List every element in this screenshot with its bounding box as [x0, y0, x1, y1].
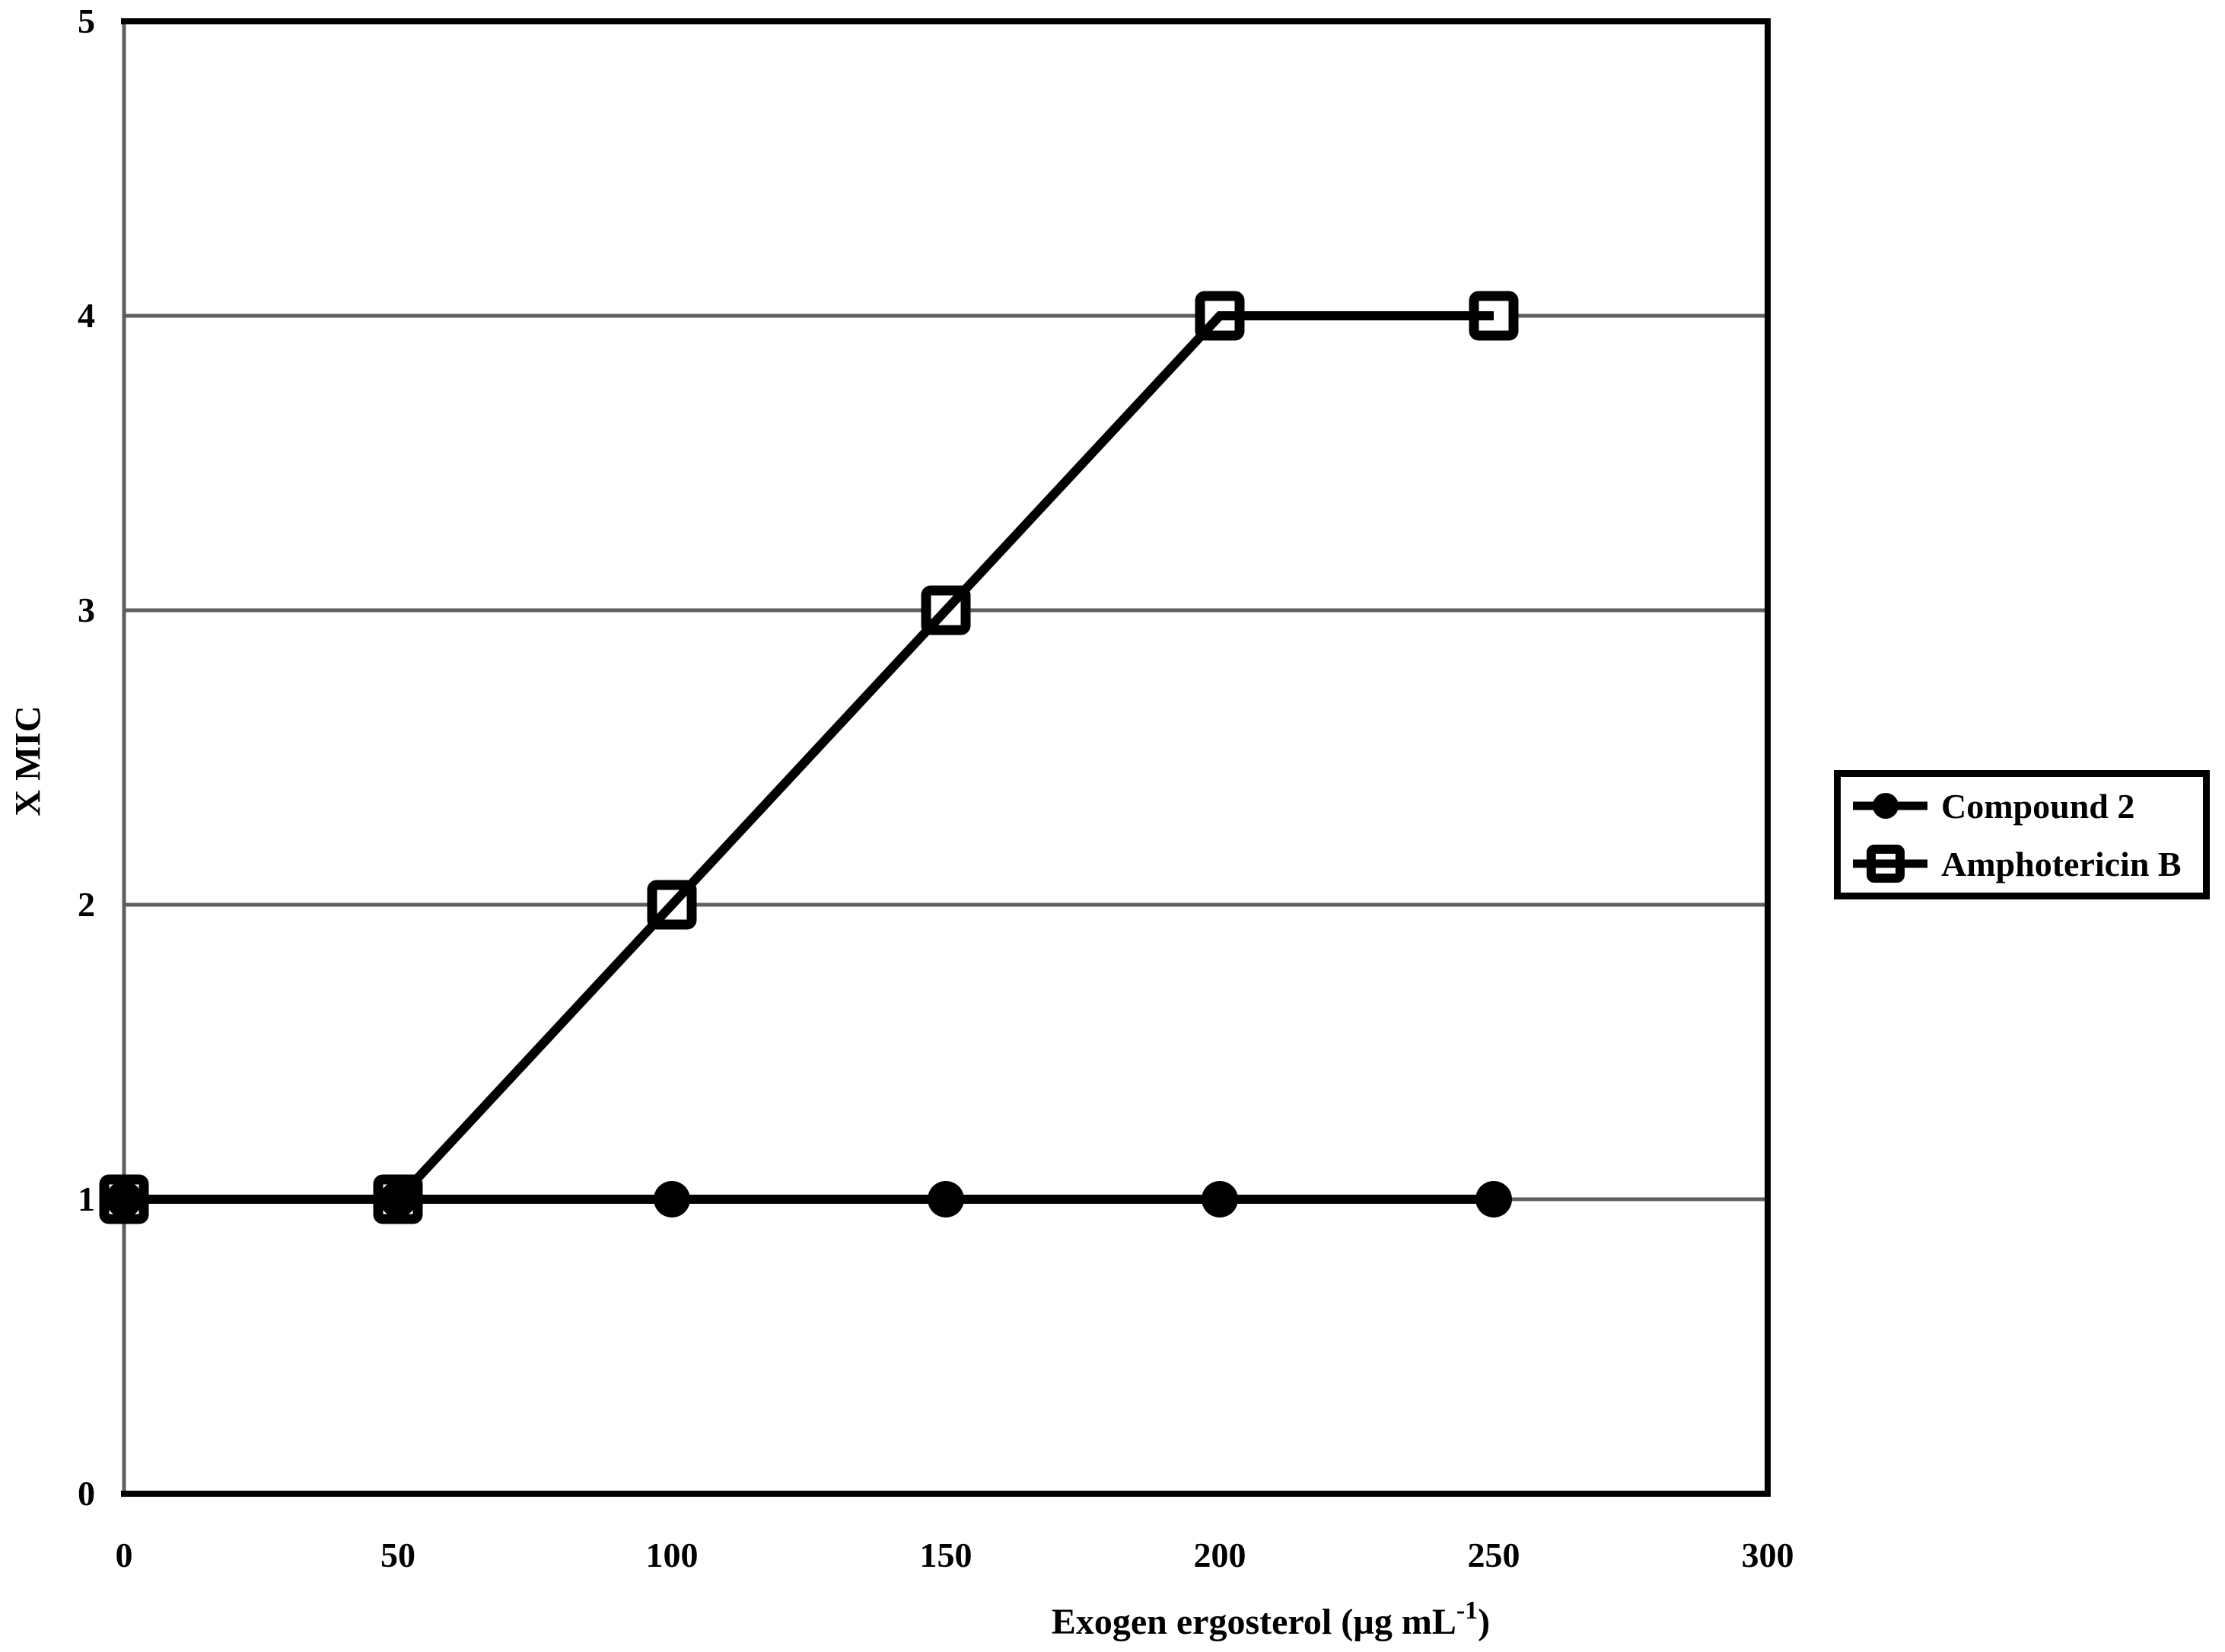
series-line-amphotericin-b	[124, 311, 1494, 1204]
x-axis-title-text: Exogen ergosterol (µg mL	[1051, 1602, 1456, 1642]
filled-circle-marker-icon	[1853, 793, 1927, 819]
y-tick-label-4: 4	[78, 296, 95, 335]
y-tick-label-3: 3	[78, 590, 95, 629]
x-axis-title-suffix: )	[1478, 1602, 1491, 1642]
y-axis-title: X MIC	[8, 705, 49, 816]
x-tick-label-250: 250	[1467, 1536, 1520, 1574]
x-tick-label-0: 0	[115, 1536, 133, 1574]
x-tick-label-50: 50	[380, 1536, 415, 1574]
marker-filled-circle	[928, 1181, 964, 1218]
legend: Compound 2 Amphotericin B	[1834, 770, 2210, 899]
legend-entry-compound-2: Compound 2	[1850, 777, 2203, 835]
marker-filled-circle	[1475, 1181, 1512, 1218]
y-tick-label-5: 5	[78, 2, 95, 40]
marker-filled-circle	[380, 1181, 416, 1218]
marker-filled-circle	[654, 1181, 690, 1218]
open-square-marker-icon	[1853, 845, 1927, 883]
legend-label: Compound 2	[1941, 786, 2135, 826]
x-tick-label-300: 300	[1741, 1536, 1794, 1574]
y-tick-label-2: 2	[78, 885, 95, 924]
legend-entry-amphotericin-b: Amphotericin B	[1850, 835, 2203, 893]
y-tick-label-0: 0	[78, 1474, 95, 1513]
x-tick-label-200: 200	[1193, 1536, 1246, 1574]
marker-filled-circle	[106, 1181, 142, 1218]
y-tick-label-1: 1	[78, 1179, 95, 1218]
legend-label: Amphotericin B	[1941, 844, 2182, 883]
marker-filled-circle	[1202, 1181, 1238, 1218]
x-axis-title-superscript: -1	[1456, 1596, 1479, 1625]
x-tick-label-150: 150	[919, 1536, 972, 1574]
x-axis-title: Exogen ergosterol (µg mL-1)	[1052, 1596, 1490, 1643]
x-tick-label-100: 100	[645, 1536, 699, 1574]
